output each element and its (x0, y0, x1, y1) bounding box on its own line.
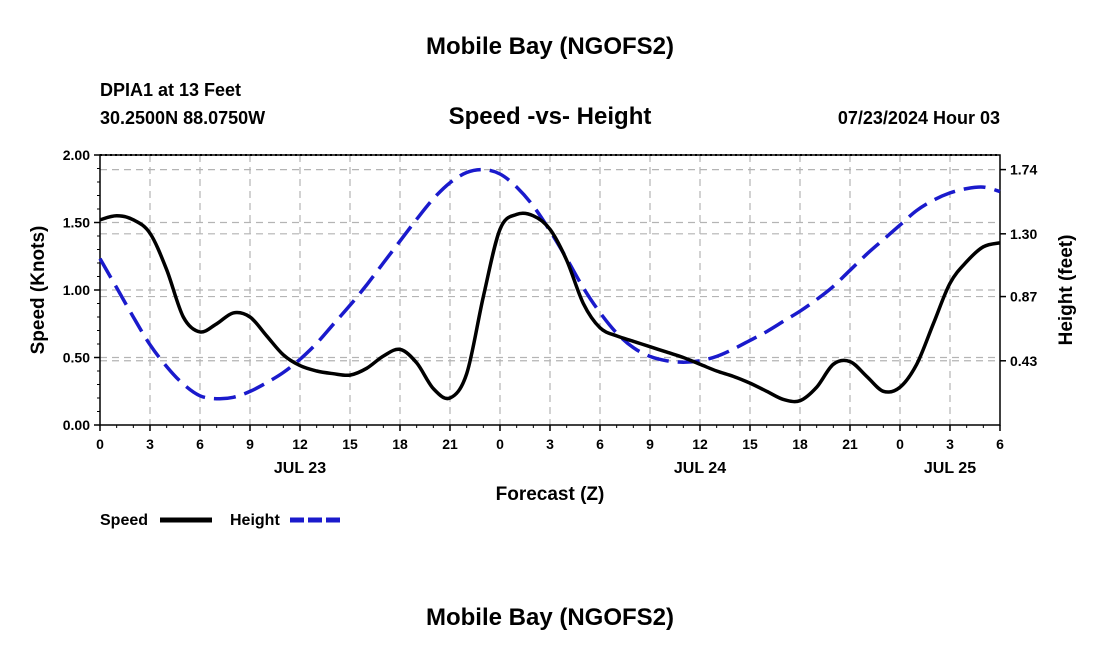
x-tick-label: 6 (596, 436, 604, 452)
speed-series-line (99, 211, 1001, 404)
x-tick-label: 9 (646, 436, 654, 452)
x-tick-label: 15 (742, 436, 758, 452)
x-tick-label: 0 (896, 436, 904, 452)
y-left-tick-label: 2.00 (63, 147, 90, 163)
x-tick-label: 18 (392, 436, 408, 452)
y-left-tick-label: 0.00 (63, 417, 90, 433)
x-tick-label: 6 (196, 436, 204, 452)
y-left-tick-label: 1.50 (63, 215, 90, 231)
legend-speed-label: Speed (100, 512, 148, 529)
x-tick-label: 3 (946, 436, 954, 452)
day-labels: JUL 23 JUL 24 JUL 25 (274, 460, 976, 477)
x-tick-label: 6 (996, 436, 1004, 452)
timestamp-label: 07/23/2024 Hour 03 (838, 108, 1000, 128)
x-tick-label: 15 (342, 436, 358, 452)
x-tick-label: 9 (246, 436, 254, 452)
x-tick-label: 0 (496, 436, 504, 452)
x-tick-labels: 0 3 6 9 12 15 18 21 0 3 6 9 12 15 18 21 0 3 6 (96, 436, 1004, 452)
y-right-tick-labels: 0.43 0.87 1.30 1.74 (1010, 162, 1037, 369)
tick-marks (94, 154, 1006, 431)
x-tick-label: 12 (292, 436, 308, 452)
x-tick-label: 3 (546, 436, 554, 452)
x-tick-label: 0 (96, 436, 104, 452)
x-tick-label: 3 (146, 436, 154, 452)
coordinates-label: 30.2500N 88.0750W (100, 108, 265, 128)
y-right-tick-label: 0.87 (1010, 289, 1037, 305)
y-right-tick-label: 0.43 (1010, 353, 1037, 369)
y-right-axis-label: Height (feet) (1056, 235, 1077, 346)
day-label: JUL 24 (674, 460, 726, 477)
x-tick-label: 21 (442, 436, 458, 452)
x-axis-label: Forecast (Z) (496, 484, 605, 505)
x-tick-label: 12 (692, 436, 708, 452)
day-label: JUL 23 (274, 460, 326, 477)
height-series-line (98, 167, 1001, 401)
y-left-tick-label: 0.50 (63, 350, 90, 366)
day-label: JUL 25 (924, 460, 976, 477)
legend-height-label: Height (230, 512, 280, 529)
y-left-tick-label: 1.00 (63, 282, 90, 298)
y-right-tick-label: 1.30 (1010, 226, 1037, 242)
chart-title: Speed -vs- Height (449, 103, 652, 130)
station-label: DPIA1 at 13 Feet (100, 80, 241, 100)
y-right-tick-label: 1.74 (1010, 162, 1037, 178)
legend: Speed Height (100, 512, 342, 529)
x-tick-label: 21 (842, 436, 858, 452)
page-title-repeat: Mobile Bay (NGOFS2) (426, 604, 674, 631)
grid (100, 155, 1000, 425)
y-left-tick-labels: 0.00 0.50 1.00 1.50 2.00 (63, 147, 90, 433)
y-left-axis-label: Speed (Knots) (28, 226, 49, 355)
page-title: Mobile Bay (NGOFS2) (426, 33, 674, 60)
x-tick-label: 18 (792, 436, 808, 452)
